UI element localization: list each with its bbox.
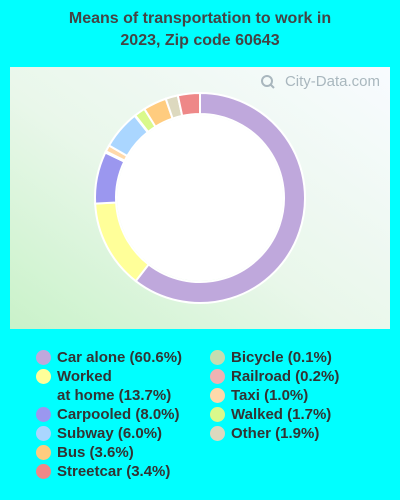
legend-label-line: Walked (1.7%)	[231, 406, 332, 423]
chart-title-line-2: 2023, Zip code 60643	[120, 32, 280, 49]
legend-label-line: Taxi (1.0%)	[231, 387, 309, 404]
donut-slice-0	[134, 91, 306, 304]
legend-item-right-2: Taxi (1.0%)	[210, 386, 308, 405]
legend-swatch	[36, 426, 51, 441]
chart-title: Means of transportation to work in 2023,…	[0, 8, 400, 52]
legend-swatch	[210, 388, 225, 403]
legend-label: Railroad (0.2%)	[231, 367, 339, 386]
legend-label-line: Railroad (0.2%)	[231, 368, 340, 385]
legend-label: Taxi (1.0%)	[231, 386, 308, 405]
legend-swatch	[210, 369, 225, 384]
legend-label-line: Carpooled (8.0%)	[57, 406, 180, 423]
legend-item-right-0: Bicycle (0.1%)	[210, 348, 332, 367]
legend-swatch	[210, 350, 225, 365]
donut-slice-10	[176, 91, 201, 118]
legend-item-left-5: Streetcar (3.4%)	[36, 462, 170, 481]
legend-swatch	[36, 445, 51, 460]
legend-item-left-1: Worked at home (13.7%)	[36, 367, 171, 405]
legend-item-right-4: Other (1.9%)	[210, 424, 319, 443]
legend-label: Carpooled (8.0%)	[57, 405, 180, 424]
legend-item-left-3: Subway (6.0%)	[36, 424, 162, 443]
legend-item-left-2: Carpooled (8.0%)	[36, 405, 180, 424]
legend-label-line: Other (1.9%)	[231, 425, 320, 442]
magnifier-icon	[260, 74, 275, 89]
legend-label-line: Subway (6.0%)	[57, 425, 163, 442]
legend-label: Bicycle (0.1%)	[231, 348, 332, 367]
legend-swatch	[36, 350, 51, 365]
legend-item-left-0: Car alone (60.6%)	[36, 348, 182, 367]
legend-swatch	[36, 407, 51, 422]
legend-label: Subway (6.0%)	[57, 424, 162, 443]
watermark: City-Data.com	[260, 73, 380, 90]
legend-item-left-4: Bus (3.6%)	[36, 443, 134, 462]
legend-label-line: Streetcar (3.4%)	[57, 463, 171, 480]
legend-label-line: Worked	[57, 368, 112, 385]
legend-label: Streetcar (3.4%)	[57, 462, 170, 481]
donut-hole	[117, 115, 283, 281]
legend-label: Worked at home (13.7%)	[57, 367, 171, 405]
legend-swatch	[36, 369, 51, 384]
legend-label: Other (1.9%)	[231, 424, 319, 443]
legend-label: Bus (3.6%)	[57, 443, 134, 462]
chart-legend: Car alone (60.6%) Worked at home (13.7%) Ca…	[0, 345, 400, 495]
legend-item-right-3: Walked (1.7%)	[210, 405, 331, 424]
chart-panel: City-Data.com	[10, 67, 390, 329]
legend-swatch	[210, 407, 225, 422]
legend-swatch	[36, 464, 51, 479]
legend-label-line: Bus (3.6%)	[57, 444, 134, 461]
legend-item-right-1: Railroad (0.2%)	[210, 367, 339, 386]
watermark-text: City-Data.com	[284, 73, 380, 90]
legend-label: Walked (1.7%)	[231, 405, 331, 424]
legend-label-line: Bicycle (0.1%)	[231, 349, 332, 366]
legend-label-line: at home (13.7%)	[57, 387, 172, 404]
legend-swatch	[210, 426, 225, 441]
legend-label: Car alone (60.6%)	[57, 348, 182, 367]
chart-title-line-1: Means of transportation to work in	[68, 10, 332, 27]
donut-chart	[94, 91, 306, 304]
legend-label-line: Car alone (60.6%)	[57, 349, 183, 366]
